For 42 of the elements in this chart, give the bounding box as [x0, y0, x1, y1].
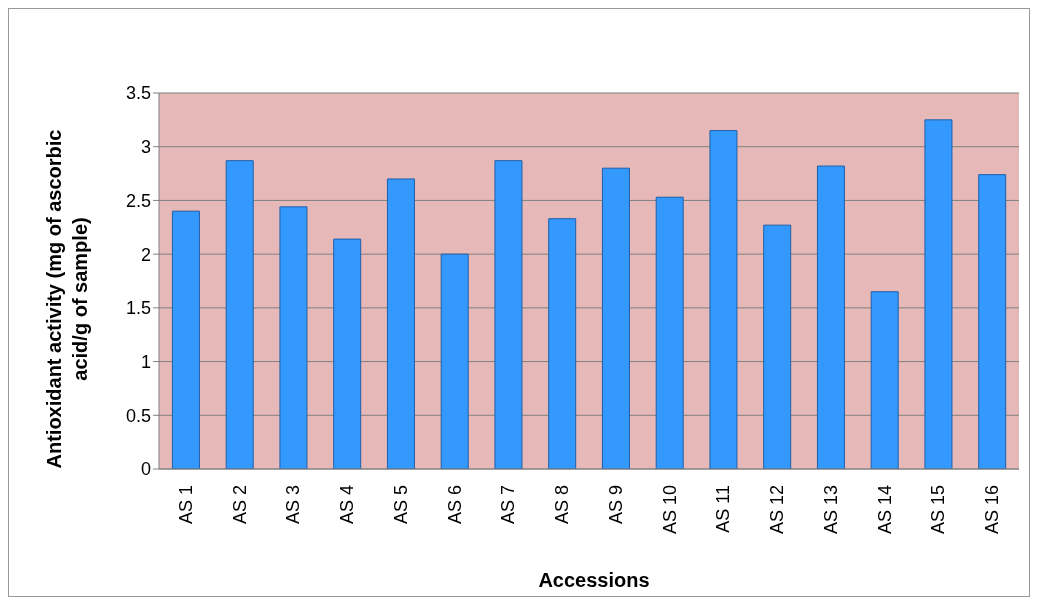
x-tick-label: AS 15 — [928, 485, 949, 535]
bar — [763, 224, 792, 469]
bar — [655, 196, 684, 469]
x-tick-label: AS 12 — [767, 485, 788, 535]
x-tick-label: AS 7 — [498, 485, 519, 525]
bar — [709, 130, 738, 469]
x-tick-label: AS 8 — [552, 485, 573, 525]
y-tick-label: 3 — [140, 137, 151, 158]
x-tick-label: AS 11 — [713, 485, 734, 533]
y-tick-label: 1.5 — [125, 298, 151, 319]
y-tick-label: 0 — [140, 459, 151, 480]
x-tick-label: AS 14 — [874, 485, 895, 535]
y-tick-label: 2 — [140, 244, 151, 265]
x-axis-title: Accessions — [537, 569, 651, 592]
x-tick-label: AS 5 — [390, 485, 411, 525]
x-tick-label: AS 6 — [444, 485, 465, 525]
bar — [816, 165, 845, 469]
bar — [601, 167, 630, 469]
bar — [279, 206, 308, 469]
y-tick-label: 0.5 — [125, 405, 151, 426]
bar — [494, 160, 523, 469]
x-tick-label: AS 1 — [175, 485, 196, 525]
y-tick-label: 2.5 — [125, 190, 151, 211]
bar — [924, 119, 953, 469]
bar — [225, 160, 254, 469]
bar — [333, 238, 362, 469]
x-tick-label: AS 10 — [659, 485, 680, 535]
y-tick-label: 1 — [140, 351, 151, 372]
bar — [386, 178, 415, 469]
bar — [171, 210, 200, 469]
bar — [978, 174, 1007, 469]
x-tick-label: AS 13 — [820, 485, 841, 535]
x-tick-label: AS 9 — [605, 485, 626, 525]
x-tick-label: AS 16 — [982, 485, 1003, 535]
bar — [548, 218, 577, 469]
x-tick-label: AS 2 — [229, 485, 250, 525]
y-axis-title: Antioxidant activity (mg of ascorbic acid/g of sample) — [42, 128, 92, 471]
bar — [870, 291, 899, 469]
y-tick-label: 3.5 — [125, 83, 151, 104]
x-tick-label: AS 3 — [283, 485, 304, 525]
bar — [440, 253, 469, 469]
x-tick-label: AS 4 — [337, 485, 358, 525]
